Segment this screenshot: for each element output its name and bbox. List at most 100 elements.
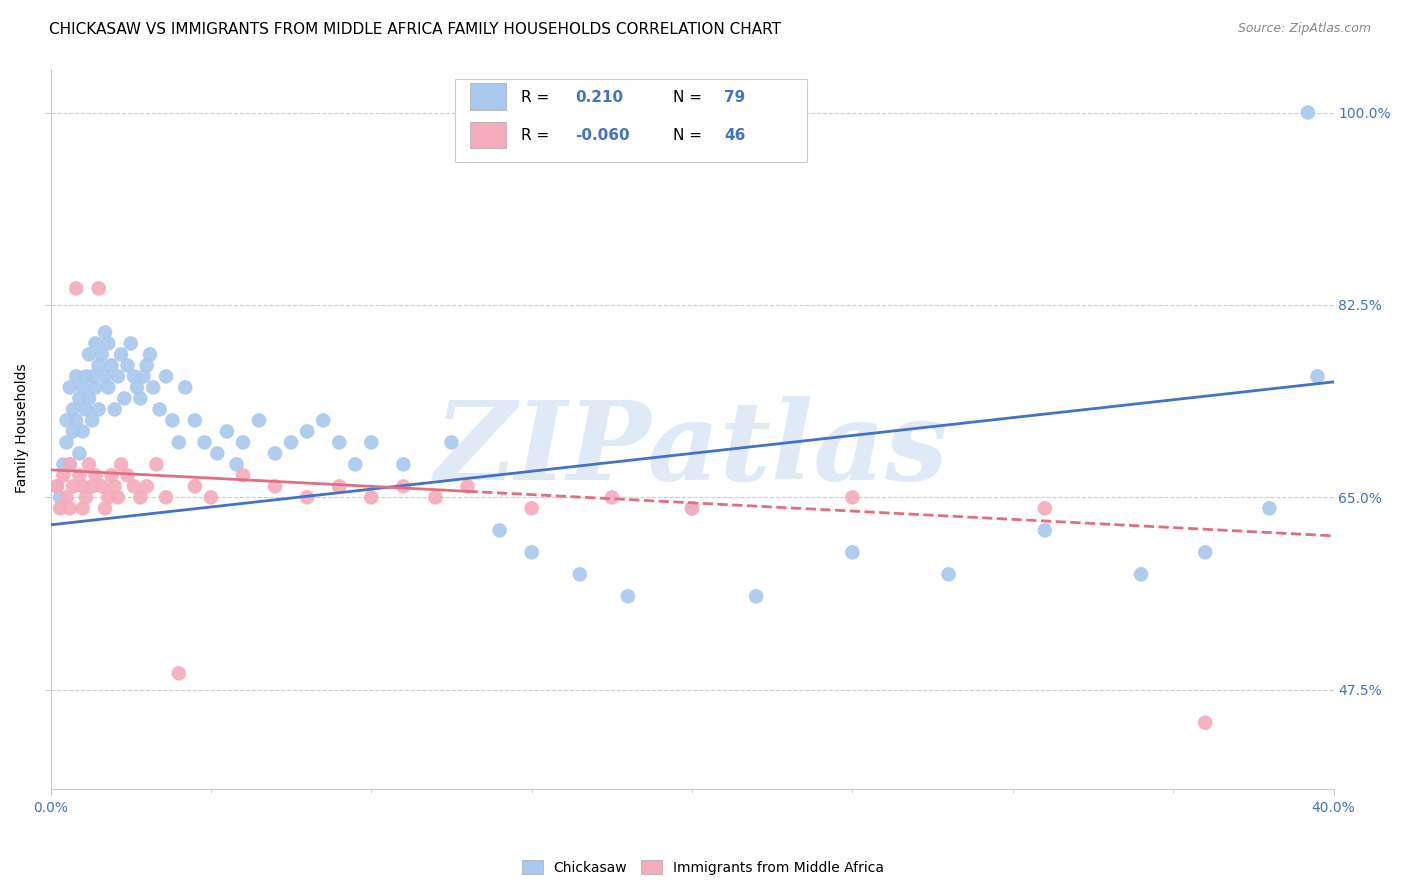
Point	[94, 501, 117, 516]
Point	[59, 501, 82, 516]
Point	[100, 468, 122, 483]
Point	[104, 402, 127, 417]
Bar	[470, 121, 506, 148]
Point	[122, 479, 145, 493]
Point	[184, 413, 207, 427]
Point	[90, 479, 112, 493]
Point	[82, 413, 104, 427]
Y-axis label: Family Households: Family Households	[15, 364, 30, 493]
Point	[841, 545, 863, 559]
Point	[167, 435, 190, 450]
Point	[84, 336, 107, 351]
Point	[1033, 501, 1056, 516]
Point	[162, 413, 184, 427]
Point	[360, 491, 382, 505]
Point	[207, 446, 229, 460]
Point	[72, 380, 94, 394]
Point	[312, 413, 335, 427]
Point	[120, 336, 142, 351]
Point	[232, 468, 254, 483]
Point	[360, 435, 382, 450]
Point	[87, 359, 110, 373]
Point	[1296, 105, 1319, 120]
Point	[129, 392, 152, 406]
Point	[45, 479, 67, 493]
Point	[122, 369, 145, 384]
Text: ZIPatlas: ZIPatlas	[434, 397, 949, 504]
Point	[600, 491, 623, 505]
Text: 0.210: 0.210	[575, 90, 623, 105]
Point	[107, 369, 129, 384]
Point	[72, 479, 94, 493]
Point	[77, 347, 100, 361]
Point	[167, 666, 190, 681]
Point	[112, 392, 135, 406]
Point	[488, 524, 510, 538]
Point	[264, 479, 287, 493]
Text: CHICKASAW VS IMMIGRANTS FROM MIDDLE AFRICA FAMILY HOUSEHOLDS CORRELATION CHART: CHICKASAW VS IMMIGRANTS FROM MIDDLE AFRI…	[49, 22, 782, 37]
Point	[49, 491, 72, 505]
Point	[232, 435, 254, 450]
Text: R =: R =	[522, 128, 550, 143]
Point	[97, 491, 120, 505]
Point	[193, 435, 215, 450]
Point	[145, 458, 167, 472]
Point	[184, 479, 207, 493]
Point	[65, 413, 87, 427]
Point	[129, 491, 152, 505]
Point	[82, 479, 104, 493]
Point	[1033, 524, 1056, 538]
Text: Source: ZipAtlas.com: Source: ZipAtlas.com	[1237, 22, 1371, 36]
Point	[264, 446, 287, 460]
Point	[295, 425, 318, 439]
Bar	[470, 83, 506, 110]
Point	[52, 458, 75, 472]
Point	[59, 380, 82, 394]
Point	[52, 468, 75, 483]
Point	[1258, 501, 1281, 516]
Point	[77, 458, 100, 472]
Point	[77, 392, 100, 406]
Point	[107, 491, 129, 505]
Point	[295, 491, 318, 505]
Point	[104, 479, 127, 493]
Point	[87, 281, 110, 295]
Point	[1130, 567, 1153, 582]
Point	[841, 491, 863, 505]
Point	[75, 491, 97, 505]
Point	[62, 425, 84, 439]
Point	[1194, 715, 1216, 730]
Point	[97, 380, 120, 394]
Text: 79: 79	[724, 90, 745, 105]
Point	[87, 402, 110, 417]
Point	[200, 491, 222, 505]
Point	[55, 435, 77, 450]
Point	[520, 545, 543, 559]
Point	[67, 446, 90, 460]
Text: 46: 46	[724, 128, 745, 143]
Point	[520, 501, 543, 516]
Point	[72, 425, 94, 439]
Point	[49, 501, 72, 516]
Point	[155, 369, 177, 384]
Point	[617, 590, 640, 604]
Point	[135, 479, 157, 493]
Point	[75, 402, 97, 417]
Point	[59, 458, 82, 472]
Point	[100, 359, 122, 373]
Point	[328, 479, 350, 493]
Point	[62, 479, 84, 493]
Point	[84, 380, 107, 394]
Text: R =: R =	[522, 90, 550, 105]
Point	[215, 425, 238, 439]
Point	[132, 369, 155, 384]
Legend: Chickasaw, Immigrants from Middle Africa: Chickasaw, Immigrants from Middle Africa	[516, 855, 890, 880]
Point	[1306, 369, 1329, 384]
Point	[62, 402, 84, 417]
Point	[55, 413, 77, 427]
Point	[681, 501, 703, 516]
Point	[117, 468, 139, 483]
Text: N =: N =	[673, 128, 702, 143]
Point	[139, 347, 162, 361]
Point	[75, 369, 97, 384]
